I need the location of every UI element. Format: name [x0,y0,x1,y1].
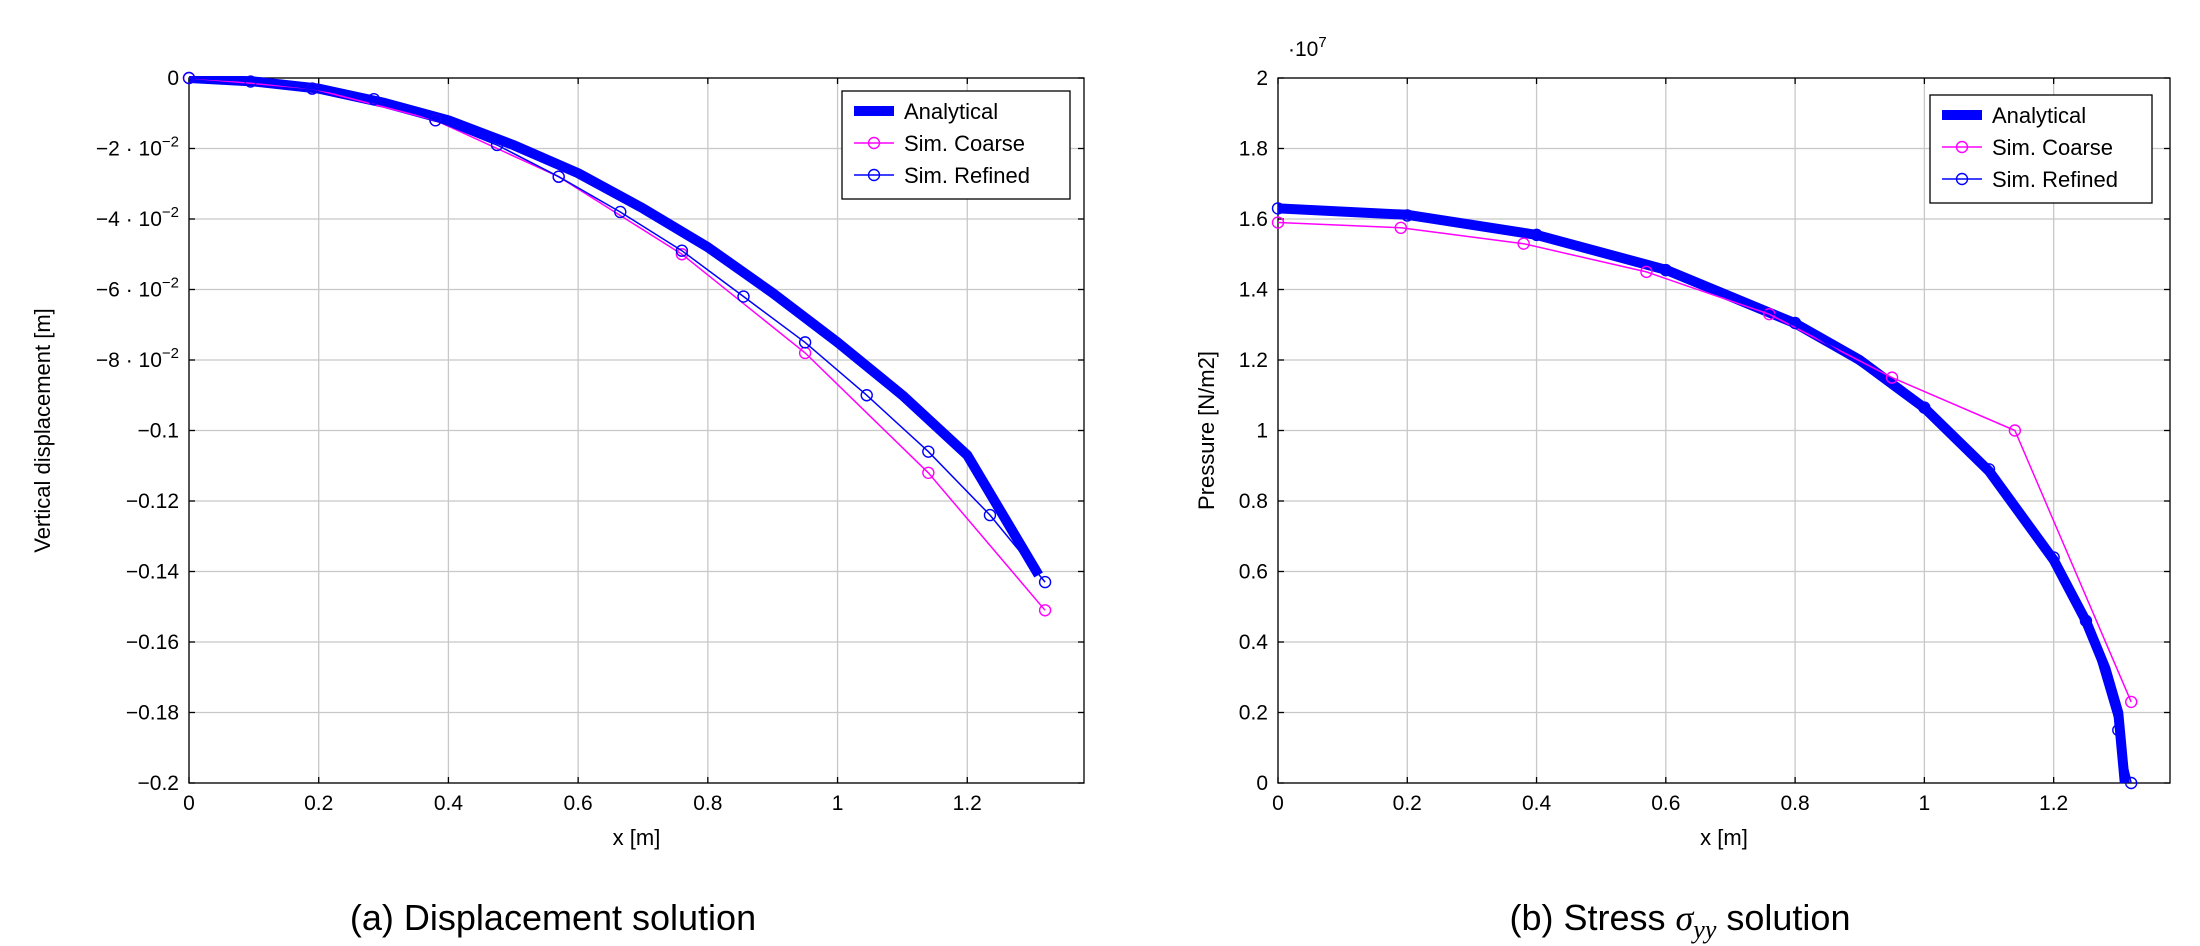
data-point-sim-coarse [1640,265,1653,279]
x-axis-label: x [m] [613,825,661,850]
data-point-sim-refined [675,244,689,257]
series-line-sim-coarse [188,77,1046,611]
legend-label-sim-refined: Sim. Refined [904,163,1030,188]
data-point-sim-coarse [1038,604,1052,617]
data-point-sim-refined [490,138,504,152]
y-tick-label: 1.6 [1239,208,1268,231]
x-tick-label: 1.2 [2039,792,2068,815]
y-tick-label: 1.4 [1239,279,1269,302]
chart-stress: 0 0.2 0.4 0.6 0.8 1 1.2 0 0.2 0.4 0.6 0.8 1 1.2 1.4 1.6… [1194,34,2171,944]
legend-marker-sim-refined [1955,172,1969,186]
data-point-sim-refined [2112,723,2125,737]
series-line-analytical [1278,203,2130,784]
y-tick-label: −2 · 10−2 [96,134,179,161]
data-point-sim-coarse [1271,216,1285,229]
y-multiplier-label: ·107 [1288,34,1327,61]
y-tick-label: −0.18 [126,702,179,725]
x-tick-label: 0.6 [564,792,593,815]
data-point-sim-refined [1918,401,1931,414]
data-point-sim-refined [983,508,997,522]
y-axis-label: Vertical displacement [m] [30,308,55,553]
legend-label-sim-coarse: Sim. Coarse [1992,135,2113,160]
y-tick-label: 0.8 [1239,490,1268,513]
data-point-sim-coarse [2125,695,2138,709]
legend-marker-sim-coarse [1955,140,1969,154]
y-tick-label: −8 · 10−2 [96,345,179,372]
data-point-sim-coarse [1394,221,1408,235]
y-tick-label: −0.14 [126,561,179,584]
data-point-sim-refined [2125,776,2138,790]
y-tick-label: −0.16 [126,631,179,654]
data-point-sim-refined [2079,614,2093,628]
x-tick-label: 0.4 [434,792,464,815]
x-tick-label: 0 [183,792,195,815]
series-line-sim-refined [1277,207,2132,784]
y-tick-label: 0 [167,67,179,90]
y-tick-label: 1.8 [1239,138,1268,161]
data-point-sim-refined [1530,228,1543,242]
x-tick-label: 0.4 [1522,792,1552,815]
y-tick-label: 0 [1256,772,1268,795]
figure-caption: (a) Displacement solution [350,897,756,938]
x-tick-label: 0.2 [304,792,333,815]
data-point-sim-refined [306,82,319,95]
x-tick-label: 0 [1272,792,1284,815]
data-point-sim-refined [1659,263,1673,277]
chart-displacement: 0 0.2 0.4 0.6 0.8 1 1.2 0 −2 · 10−2 −4 · 10−2 −6 ·… [30,67,1085,938]
legend-label-analytical: Analytical [1992,103,2086,128]
data-point-sim-refined [798,336,812,349]
x-tick-label: 0.6 [1651,792,1680,815]
y-tick-label: 0.6 [1239,561,1268,584]
series-line-sim-refined [188,77,1046,583]
x-tick-label: 0.8 [1780,792,1809,815]
data-point-sim-refined [244,75,257,88]
data-point-sim-refined [367,92,381,106]
data-point-sim-refined [1401,209,1414,222]
data-point-sim-refined [552,170,565,183]
data-point-sim-refined [614,205,627,219]
y-tick-label: −4 · 10−2 [96,204,179,231]
y-tick-label: −0.1 [138,420,179,443]
legend-marker-sim-coarse [867,136,881,150]
x-tick-label: 1 [1919,792,1931,815]
data-point-sim-coarse [2008,424,2022,437]
x-tick-label: 1 [832,792,844,815]
data-point-sim-refined [1982,463,1996,476]
data-point-sim-coarse [1517,237,1530,250]
data-point-sim-refined [429,114,442,127]
legend-label-analytical: Analytical [904,99,998,124]
data-point-sim-refined [860,389,873,402]
y-tick-label: 1.2 [1239,349,1268,372]
data-point-sim-refined [922,445,935,458]
data-point-sim-refined [1788,316,1802,330]
y-tick-label: −6 · 10−2 [96,275,179,302]
data-point-sim-refined [2047,551,2060,564]
data-point-sim-refined [182,71,196,85]
data-point-sim-coarse [1885,371,1899,384]
legend-label-sim-refined: Sim. Refined [1992,167,2118,192]
figure-caption: (b) Stress σyy solution [1510,897,1851,944]
y-tick-label: 1 [1256,420,1268,443]
y-tick-label: −0.2 [138,772,179,795]
x-tick-label: 0.8 [693,792,722,815]
legend: Analytical Sim. Coarse Sim. Refined [1929,94,2153,204]
data-point-sim-coarse [922,466,935,479]
series-line-sim-coarse [1277,221,2132,703]
y-tick-label: 0.4 [1239,631,1269,654]
legend: Analytical Sim. Coarse Sim. Refined [841,90,1071,200]
data-point-sim-refined [737,290,750,303]
data-point-sim-refined [1271,202,1285,215]
legend-label-sim-coarse: Sim. Coarse [904,131,1025,156]
y-tick-label: −0.12 [126,490,179,513]
y-tick-label: 2 [1256,67,1268,90]
y-tick-label: 0.2 [1239,702,1268,725]
x-axis-label: x [m] [1700,825,1748,850]
legend-marker-sim-refined [867,168,881,182]
x-tick-label: 1.2 [953,792,982,815]
y-axis-label: Pressure [N/m2] [1194,351,1219,510]
data-point-sim-refined [1038,575,1052,589]
x-tick-label: 0.2 [1393,792,1422,815]
